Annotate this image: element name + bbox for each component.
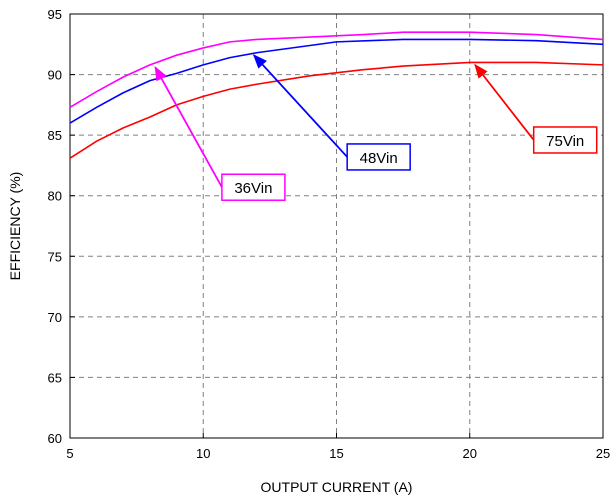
y-tick-label: 65 <box>48 370 62 385</box>
y-tick-label: 85 <box>48 128 62 143</box>
y-tick-label: 80 <box>48 189 62 204</box>
callout-48vin: 48Vin <box>252 54 411 171</box>
callout-label-36vin: 36Vin <box>234 180 272 197</box>
y-axis-ticks: 60 65 70 75 80 85 90 95 <box>48 7 75 446</box>
callout-label-75vin: 75Vin <box>546 133 584 150</box>
callout-36vin: 36Vin <box>154 66 286 201</box>
x-tick-label: 10 <box>196 446 210 461</box>
x-axis-ticks: 5 10 15 20 25 <box>66 433 610 461</box>
x-tick-label: 20 <box>463 446 477 461</box>
callout-arrow-48vin <box>252 54 348 158</box>
callout-arrow-36vin <box>154 66 223 188</box>
y-axis-title: EFFICIENCY (%) <box>7 172 23 281</box>
series-line-36vin <box>69 31 604 108</box>
callout-box-48vin <box>346 143 411 171</box>
callout-box-36vin <box>221 173 286 201</box>
callout-75vin: 75Vin <box>474 63 598 154</box>
y-tick-label: 70 <box>48 310 62 325</box>
y-tick-label: 75 <box>48 249 62 264</box>
x-tick-label: 25 <box>596 446 610 461</box>
grid-lines <box>70 14 603 438</box>
callout-arrow-75vin <box>474 63 535 141</box>
series-line-48vin <box>69 38 604 124</box>
x-tick-label: 5 <box>66 446 73 461</box>
y-tick-label: 95 <box>48 7 62 22</box>
callout-box-75vin <box>532 126 598 154</box>
y-tick-label: 90 <box>48 68 62 83</box>
annotation-layer: 36Vin 48Vin 75Vin <box>154 54 598 201</box>
series-line-75vin <box>69 61 604 159</box>
y-tick-label: 60 <box>48 431 62 446</box>
x-tick-label: 15 <box>329 446 343 461</box>
x-axis-title: OUTPUT CURRENT (A) <box>261 479 413 495</box>
callout-label-48vin: 48Vin <box>360 150 398 167</box>
series-layer <box>69 31 604 159</box>
